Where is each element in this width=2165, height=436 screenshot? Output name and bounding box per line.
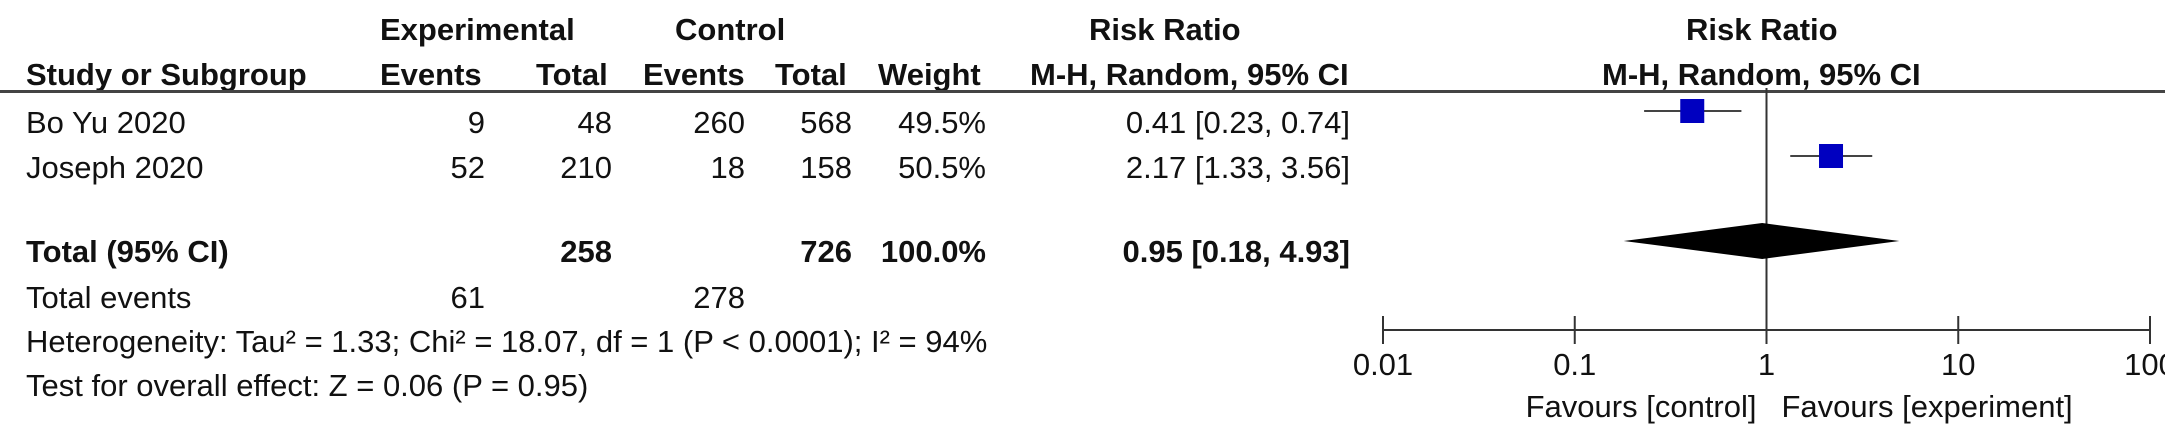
study-weight: 50.5%: [898, 150, 986, 185]
x-tick-label: 10: [1941, 347, 1975, 382]
overall-effect-text: Test for overall effect: Z = 0.06 (P = 0…: [26, 368, 589, 403]
x-tick-label: 100: [2124, 347, 2165, 382]
header-control: Control: [675, 12, 786, 47]
header-method-left: M-H, Random, 95% CI: [1030, 57, 1349, 92]
experimental-total: 210: [560, 150, 612, 185]
study-ci: 2.17 [1.33, 3.56]: [1125, 150, 1350, 185]
total-label: Total (95% CI): [26, 234, 229, 269]
control-total: 568: [800, 105, 852, 140]
header-total-experimental: Total: [536, 57, 608, 92]
header-study: Study or Subgroup: [26, 57, 307, 92]
header-events-control: Events: [643, 57, 745, 92]
total-events-control: 278: [693, 280, 745, 315]
control-events: 18: [710, 150, 745, 185]
study-weight: 49.5%: [898, 105, 986, 140]
study-marker: [1680, 99, 1705, 123]
study-name: Joseph 2020: [26, 150, 204, 185]
x-tick-label: 1: [1758, 347, 1775, 382]
total-control: 726: [800, 234, 852, 269]
control-events: 260: [693, 105, 745, 140]
header-rule: [0, 90, 2165, 93]
header-events-experimental: Events: [380, 57, 482, 92]
favours-experiment-label: Favours [experiment]: [1782, 389, 2073, 424]
study-name: Bo Yu 2020: [26, 105, 186, 140]
experimental-total: 48: [577, 105, 612, 140]
total-ci: 0.95 [0.18, 4.93]: [1122, 234, 1351, 269]
x-tick-label: 0.1: [1553, 347, 1596, 382]
total-events-label: Total events: [26, 280, 192, 315]
header-experimental: Experimental: [380, 12, 575, 47]
header-risk-ratio-right: Risk Ratio: [1686, 12, 1838, 47]
total-experimental: 258: [560, 234, 612, 269]
experimental-events: 9: [467, 105, 485, 140]
control-total: 158: [800, 150, 852, 185]
experimental-events: 52: [450, 150, 485, 185]
study-ci: 0.41 [0.23, 0.74]: [1125, 105, 1350, 140]
header-weight: Weight: [878, 57, 981, 92]
heterogeneity-text: Heterogeneity: Tau² = 1.33; Chi² = 18.07…: [26, 324, 988, 359]
study-marker: [1819, 144, 1844, 168]
x-tick-label: 0.01: [1353, 347, 1413, 382]
pooled-diamond: [1623, 223, 1900, 259]
favours-control-label: Favours [control]: [1526, 389, 1757, 424]
total-events-experimental: 61: [450, 280, 485, 315]
header-method-right: M-H, Random, 95% CI: [1602, 57, 1921, 92]
header-total-control: Total: [775, 57, 847, 92]
header-risk-ratio-left: Risk Ratio: [1089, 12, 1241, 47]
total-weight: 100.0%: [880, 234, 986, 269]
